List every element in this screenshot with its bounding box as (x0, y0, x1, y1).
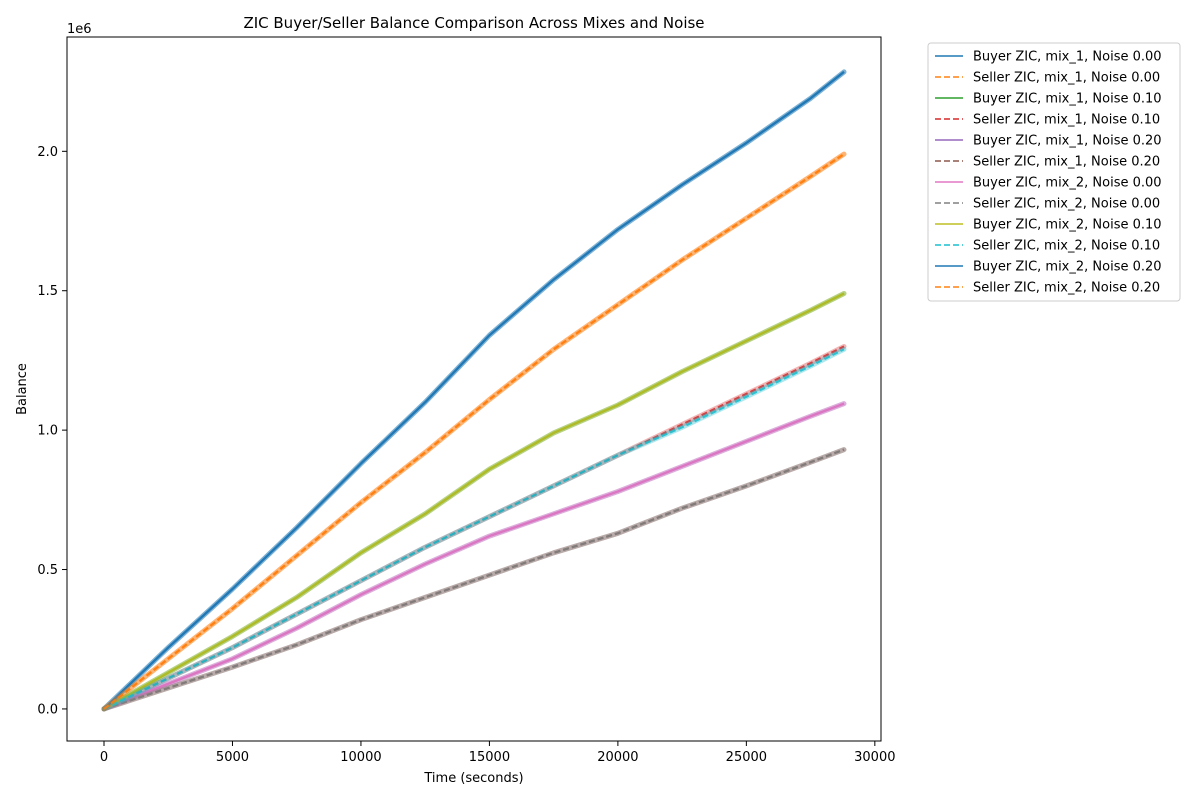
series-line-2-band (101, 151, 847, 712)
x-tick-label: 25000 (726, 750, 767, 765)
x-axis-label: Time (seconds) (423, 771, 523, 786)
legend-label: Seller ZIC, mix_1, Noise 0.20 (973, 155, 1160, 170)
x-tick-label: 0 (100, 750, 108, 765)
plot-lines (101, 69, 847, 712)
plot-frame (66, 36, 882, 742)
x-tick-label: 20000 (597, 750, 638, 765)
series-line-7 (103, 402, 845, 710)
legend: Buyer ZIC, mix_1, Noise 0.00 Seller ZIC, … (927, 42, 1181, 302)
series-line-12 (103, 153, 845, 710)
series-line-10 (103, 348, 845, 710)
y-tick-label: 0.5 (37, 563, 58, 578)
x-axis: 0 5000 10000 15000 20000 25000 30000 (100, 741, 896, 765)
series-line-9 (103, 292, 845, 710)
series-line-8-band (101, 447, 847, 712)
y-tick-label: 2.0 (37, 145, 58, 160)
legend-label: Seller ZIC, mix_2, Noise 0.20 (973, 281, 1160, 296)
series-line-1-band (101, 69, 847, 712)
series-line-7-band (101, 401, 847, 712)
legend-label: Seller ZIC, mix_2, Noise 0.00 (973, 197, 1160, 212)
legend-label: Seller ZIC, mix_1, Noise 0.00 (973, 71, 1160, 86)
legend-frame (927, 42, 1181, 302)
legend-label: Buyer ZIC, mix_2, Noise 0.10 (973, 218, 1162, 233)
y-axis: 0.0 0.5 1.0 1.5 2.0 (37, 145, 67, 717)
legend-label: Buyer ZIC, mix_2, Noise 0.00 (973, 176, 1162, 191)
y-tick-label: 0.0 (37, 702, 58, 717)
x-tick-label: 5000 (216, 750, 249, 765)
series-line-10-band (101, 346, 847, 712)
y-tick-label: 1.0 (37, 424, 58, 439)
series-line-11-band (101, 69, 847, 712)
legend-label: Buyer ZIC, mix_1, Noise 0.10 (973, 92, 1162, 107)
y-tick-label: 1.5 (37, 284, 58, 299)
series-line-8 (103, 448, 845, 710)
series-line-12-band (101, 151, 847, 712)
y-axis-label: Balance (15, 363, 30, 415)
series-line-4 (103, 345, 845, 710)
x-tick-label: 30000 (854, 750, 895, 765)
y-axis-offset-text: 1e6 (67, 22, 92, 37)
series-line-2 (103, 153, 845, 710)
legend-label: Buyer ZIC, mix_1, Noise 0.00 (973, 50, 1162, 65)
x-tick-label: 10000 (340, 750, 381, 765)
legend-label: Buyer ZIC, mix_2, Noise 0.20 (973, 260, 1162, 275)
legend-label: Seller ZIC, mix_1, Noise 0.10 (973, 113, 1160, 128)
chart-title: ZIC Buyer/Seller Balance Comparison Acro… (243, 14, 704, 32)
legend-label: Seller ZIC, mix_2, Noise 0.10 (973, 239, 1160, 254)
series-line-1 (103, 71, 845, 710)
legend-label: Buyer ZIC, mix_1, Noise 0.20 (973, 134, 1162, 149)
series-line-11 (103, 71, 845, 710)
x-tick-label: 15000 (469, 750, 510, 765)
